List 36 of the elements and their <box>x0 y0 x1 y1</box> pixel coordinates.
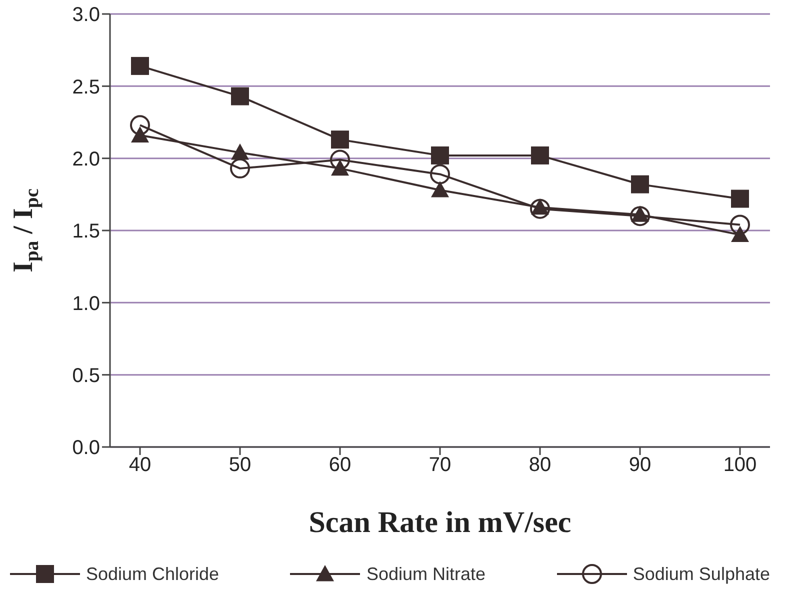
y-tick-label: 1.5 <box>72 220 100 243</box>
x-tick-label: 100 <box>723 454 757 476</box>
legend-label: Sodium Chloride <box>86 564 220 584</box>
legend-label: Sodium Sulphate <box>632 564 770 584</box>
point <box>330 150 350 170</box>
point <box>231 144 249 160</box>
point <box>431 146 449 164</box>
x-tick-label: 80 <box>528 454 552 476</box>
point <box>231 87 249 106</box>
point <box>531 146 549 164</box>
legend-label: Sodium Nitrate <box>366 564 486 584</box>
point <box>730 214 750 235</box>
point <box>131 56 149 75</box>
point <box>630 206 650 226</box>
x-tick-label: 90 <box>628 454 652 476</box>
point <box>731 190 749 208</box>
point <box>130 115 150 136</box>
point <box>331 130 349 149</box>
x-tick-label: 60 <box>328 454 352 476</box>
y-tick-label: 0.5 <box>72 364 100 387</box>
y-tick-label: 2.0 <box>72 148 100 170</box>
x-tick-label: 70 <box>428 454 452 476</box>
y-tick-label: 0.0 <box>72 437 100 460</box>
point <box>230 158 250 178</box>
point <box>430 164 450 184</box>
x-tick-label: 50 <box>228 454 252 476</box>
y-tick-label: 1.0 <box>72 292 100 315</box>
y-tick-label: 2.5 <box>72 76 100 98</box>
point <box>431 181 449 198</box>
y-tick-label: 3.0 <box>72 4 100 26</box>
x-tick-label: 40 <box>128 454 152 476</box>
point <box>631 206 649 222</box>
point <box>530 198 550 219</box>
x-axis-title: Scan Rate in mV/sec <box>308 506 572 539</box>
point <box>631 175 649 194</box>
point <box>531 198 549 215</box>
